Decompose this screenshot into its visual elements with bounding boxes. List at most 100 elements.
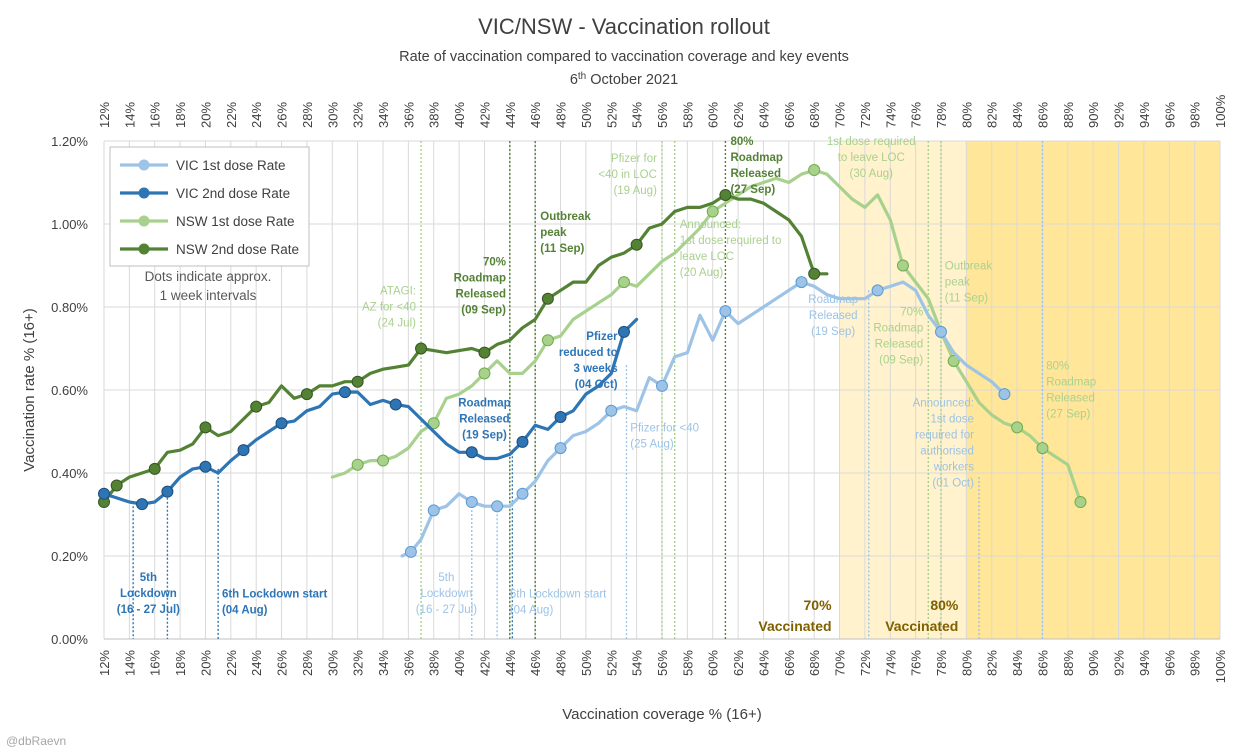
x-tick-label-top: 36% bbox=[401, 102, 416, 128]
y-tick-label: 0.20% bbox=[51, 549, 88, 564]
series-marker bbox=[238, 444, 249, 456]
annotation-line: (04 Oct) bbox=[575, 379, 618, 391]
series-marker bbox=[719, 305, 731, 317]
annotation-line: (11 Sep) bbox=[945, 293, 988, 305]
annotation-line: Outbreak bbox=[540, 211, 591, 223]
series-line bbox=[102, 317, 639, 506]
x-tick-label-top: 48% bbox=[554, 102, 569, 128]
annotation: Announced: 1st dose required to leave LOC (… bbox=[680, 219, 782, 279]
series-marker-outline bbox=[541, 334, 554, 347]
annotation-line: Announced: bbox=[680, 219, 741, 231]
series-marker-outline bbox=[795, 276, 808, 289]
annotation-line: (11 Sep) bbox=[540, 243, 584, 255]
x-tick-label-bottom: 42% bbox=[477, 650, 492, 676]
series-marker bbox=[808, 164, 820, 176]
x-tick-label-bottom: 70% bbox=[833, 650, 848, 676]
legend: VIC 1st dose Rate VIC 2nd dose Rate NSW 1s… bbox=[109, 146, 310, 267]
x-tick-label-bottom: 36% bbox=[401, 650, 416, 676]
series-marker bbox=[352, 459, 364, 471]
series-marker bbox=[339, 386, 351, 398]
x-tick-label-top: 26% bbox=[275, 102, 290, 128]
series-marker bbox=[377, 455, 389, 467]
series-marker bbox=[542, 293, 554, 305]
annotation-line: Pfizer for <40 bbox=[630, 423, 699, 435]
x-tick-label-top: 16% bbox=[148, 102, 163, 128]
annotation-line: Released bbox=[1046, 392, 1095, 404]
zone-label: Vaccinated bbox=[885, 618, 958, 634]
x-tick-label-top: 28% bbox=[300, 102, 315, 128]
annotation: Pfizer for <40 (25 Aug) bbox=[630, 423, 699, 451]
x-tick-label-bottom: 32% bbox=[351, 650, 366, 676]
series-marker bbox=[415, 343, 427, 354]
series-marker bbox=[301, 388, 313, 400]
series-marker-outline bbox=[491, 500, 504, 513]
y-tick-label: 1.00% bbox=[51, 217, 88, 232]
series-marker-outline bbox=[199, 421, 212, 434]
series-marker bbox=[161, 486, 173, 498]
series-marker-outline bbox=[947, 354, 960, 367]
x-tick-label-bottom: 24% bbox=[249, 650, 264, 676]
x-tick-label-top: 68% bbox=[807, 102, 822, 128]
x-tick-label-top: 38% bbox=[427, 102, 442, 128]
x-tick-label-bottom: 68% bbox=[807, 650, 822, 676]
x-tick-label-bottom: 90% bbox=[1086, 650, 1101, 676]
annotation: Announced: 1st dose required for authorised… bbox=[913, 398, 975, 490]
series-marker bbox=[491, 500, 503, 512]
series-marker-outline bbox=[1036, 442, 1049, 455]
series-marker bbox=[466, 446, 478, 458]
series-marker-outline bbox=[404, 545, 417, 558]
ticks: 0.00% 0.20% 0.40% 0.60% 0.80% 1.00% 1.20% 12% 12… bbox=[51, 94, 1228, 683]
annotation-line: Roadmap bbox=[730, 152, 782, 164]
series-marker-outline bbox=[98, 487, 110, 500]
x-tick-label-bottom: 96% bbox=[1162, 650, 1177, 676]
x-tick-label-bottom: 76% bbox=[909, 650, 924, 676]
x-tick-label-bottom: 22% bbox=[224, 650, 239, 676]
legend-label: VIC 1st dose Rate bbox=[176, 158, 286, 173]
series-marker-outline bbox=[516, 435, 529, 448]
x-tick-label-bottom: 56% bbox=[655, 650, 670, 676]
x-tick-label-bottom: 62% bbox=[731, 650, 746, 676]
x-tick-label-bottom: 86% bbox=[1035, 650, 1050, 676]
y-tick-label: 0.60% bbox=[51, 383, 88, 398]
x-tick-label-bottom: 66% bbox=[782, 650, 797, 676]
zone-pct-label: 70% bbox=[804, 597, 833, 613]
annotation-line: (19 Aug) bbox=[613, 185, 657, 197]
annotation: 1st dose required to leave LOC (30 Aug) bbox=[827, 136, 916, 180]
annotation-line: (16 - 27 Jul) bbox=[117, 604, 180, 616]
x-tick-label-top: 40% bbox=[452, 102, 467, 128]
x-tick-label-bottom: 78% bbox=[934, 650, 949, 676]
x-tick-label-top: 90% bbox=[1086, 102, 1101, 128]
annotation-line: 5th bbox=[438, 572, 454, 584]
series-marker-outline bbox=[605, 404, 618, 417]
annotation-line: AZ for <40 bbox=[362, 302, 416, 314]
series-marker bbox=[1075, 496, 1086, 508]
x-tick-label-bottom: 52% bbox=[604, 650, 619, 676]
annotation-line: peak bbox=[945, 277, 970, 289]
series-marker-outline bbox=[1074, 496, 1087, 509]
series-marker-outline bbox=[427, 417, 440, 430]
date-rest: October 2021 bbox=[586, 72, 678, 88]
annotation-line: (27 Sep) bbox=[730, 184, 775, 196]
annotation-line: (09 Sep) bbox=[461, 305, 506, 317]
series-marker bbox=[250, 401, 262, 413]
annotation-line: (04 Aug) bbox=[222, 605, 268, 617]
series-marker bbox=[555, 442, 567, 454]
annotation: Pfizer reduced to 3 weeks (04 Oct) bbox=[559, 331, 618, 391]
series-marker-outline bbox=[427, 504, 440, 517]
x-tick-label-bottom: 94% bbox=[1137, 650, 1152, 676]
annotation-line: 70% bbox=[483, 257, 506, 269]
annotation-line: peak bbox=[540, 227, 567, 239]
x-tick-label-top: 76% bbox=[909, 102, 924, 128]
series-marker bbox=[555, 411, 567, 423]
annotation-line: (20 Aug) bbox=[680, 267, 724, 279]
annotation-line: workers bbox=[933, 462, 975, 474]
series-marker-outline bbox=[630, 238, 643, 251]
x-tick-label-top: 12% bbox=[97, 102, 112, 128]
x-tick-label-bottom: 16% bbox=[148, 650, 163, 676]
legend-label: VIC 2nd dose Rate bbox=[176, 186, 290, 201]
series-marker bbox=[998, 388, 1010, 400]
x-tick-label-top: 46% bbox=[528, 102, 543, 128]
series-marker bbox=[808, 268, 820, 280]
x-tick-label-top: 92% bbox=[1112, 102, 1127, 128]
annotation-line: (30 Aug) bbox=[850, 168, 894, 180]
